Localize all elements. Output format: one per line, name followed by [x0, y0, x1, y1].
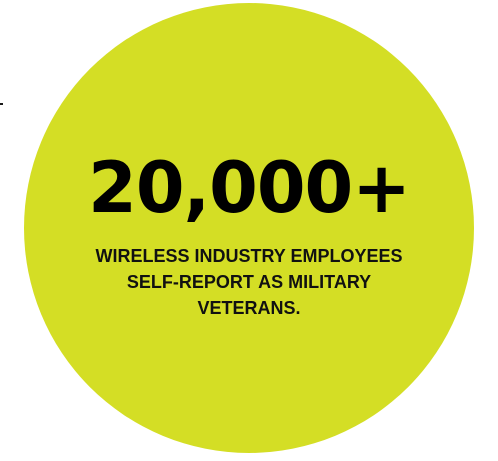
- stat-value: 20,000+: [88, 147, 411, 229]
- stat-caption: WIRELESS INDUSTRY EMPLOYEES SELF-REPORT …: [49, 243, 449, 321]
- edge-mark: [0, 103, 3, 105]
- stat-circle: [24, 3, 474, 453]
- stat-caption-line-2: SELF-REPORT AS MILITARY: [126, 272, 372, 292]
- stat-caption-line-3: VETERANS.: [197, 298, 301, 318]
- stat-caption-line-1: WIRELESS INDUSTRY EMPLOYEES: [95, 246, 403, 266]
